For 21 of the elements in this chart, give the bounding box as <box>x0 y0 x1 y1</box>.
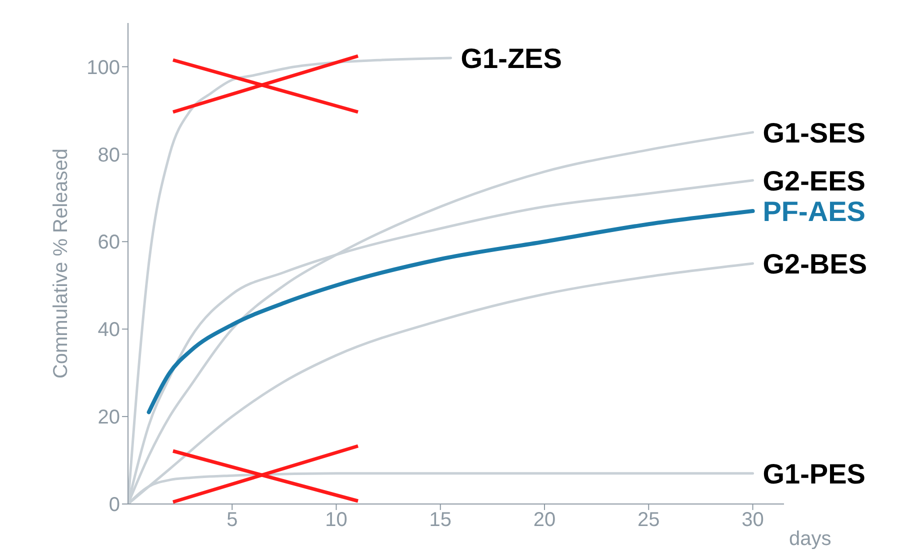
series-label: PF-AES <box>762 196 866 228</box>
x-tick-label: 25 <box>638 509 660 532</box>
y-tick-label: 60 <box>98 232 120 254</box>
series-label: G1-PES <box>762 458 866 490</box>
y-tick-label: 0 <box>108 494 120 516</box>
series-label: G2-EES <box>762 165 866 196</box>
y-tick-label: 80 <box>98 144 120 166</box>
y-tick-label: 40 <box>98 319 120 342</box>
x-tick-label: 5 <box>226 509 238 532</box>
x-tick-label: 15 <box>429 509 452 532</box>
y-tick-label: 100 <box>86 56 120 79</box>
x-tick-label: 10 <box>325 509 348 532</box>
line-series <box>146 209 755 414</box>
x-tick-label: 20 <box>533 509 556 532</box>
series-label: G1-ZES <box>460 42 562 74</box>
y-axis-title: Commulative % Released <box>50 148 72 379</box>
x-axis-title: days <box>789 528 832 550</box>
series-label: G2-BES <box>762 248 868 280</box>
series-label: G1-SES <box>762 117 866 148</box>
x-tick-label: 30 <box>742 509 764 532</box>
y-tick-label: 20 <box>98 406 120 429</box>
